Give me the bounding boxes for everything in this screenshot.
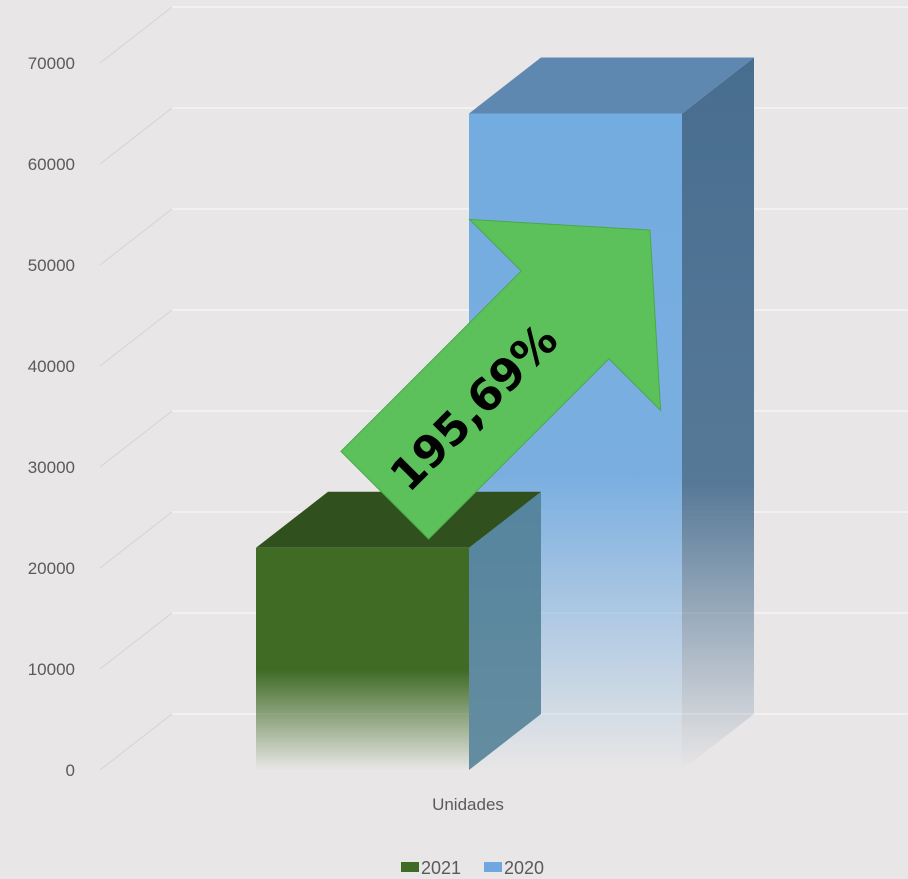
gridline-floor-70000: [99, 6, 173, 64]
legend-swatch-2021: [401, 862, 419, 872]
legend-label-2020: 2020: [504, 858, 544, 878]
legend-swatch-2020: [484, 862, 502, 872]
y-tick-label: 0: [66, 761, 75, 780]
y-tick-label: 40000: [28, 357, 75, 376]
gridline-floor-20000: [99, 511, 173, 569]
bar-2021-top: [256, 491, 541, 548]
y-tick-label: 10000: [28, 660, 75, 679]
bar-2021-side: [469, 491, 541, 770]
legend-label-2021: 2021: [421, 858, 461, 878]
gridline-floor-60000: [99, 107, 173, 165]
y-axis-ticks: 0 10000 20000 30000 40000 50000 60000 70000: [28, 54, 75, 780]
bar-2020-top: [469, 57, 754, 114]
gridline-floor-40000: [99, 309, 173, 367]
gridline-floor-10000: [99, 612, 173, 670]
gridline-floor-50000: [99, 208, 173, 266]
y-tick-label: 70000: [28, 54, 75, 73]
arrow-shape: [340, 218, 662, 540]
y-tick-label: 30000: [28, 458, 75, 477]
bar-2021: [256, 547, 469, 770]
y-tick-label: 20000: [28, 559, 75, 578]
gridline-floor-30000: [99, 410, 173, 468]
bar-2020-side: [682, 57, 754, 770]
y-tick-label: 60000: [28, 155, 75, 174]
legend: 2021 2020: [401, 858, 544, 878]
x-axis-category-label: Unidades: [432, 795, 504, 814]
y-tick-label: 50000: [28, 256, 75, 275]
gridline-floor-0: [99, 713, 173, 771]
